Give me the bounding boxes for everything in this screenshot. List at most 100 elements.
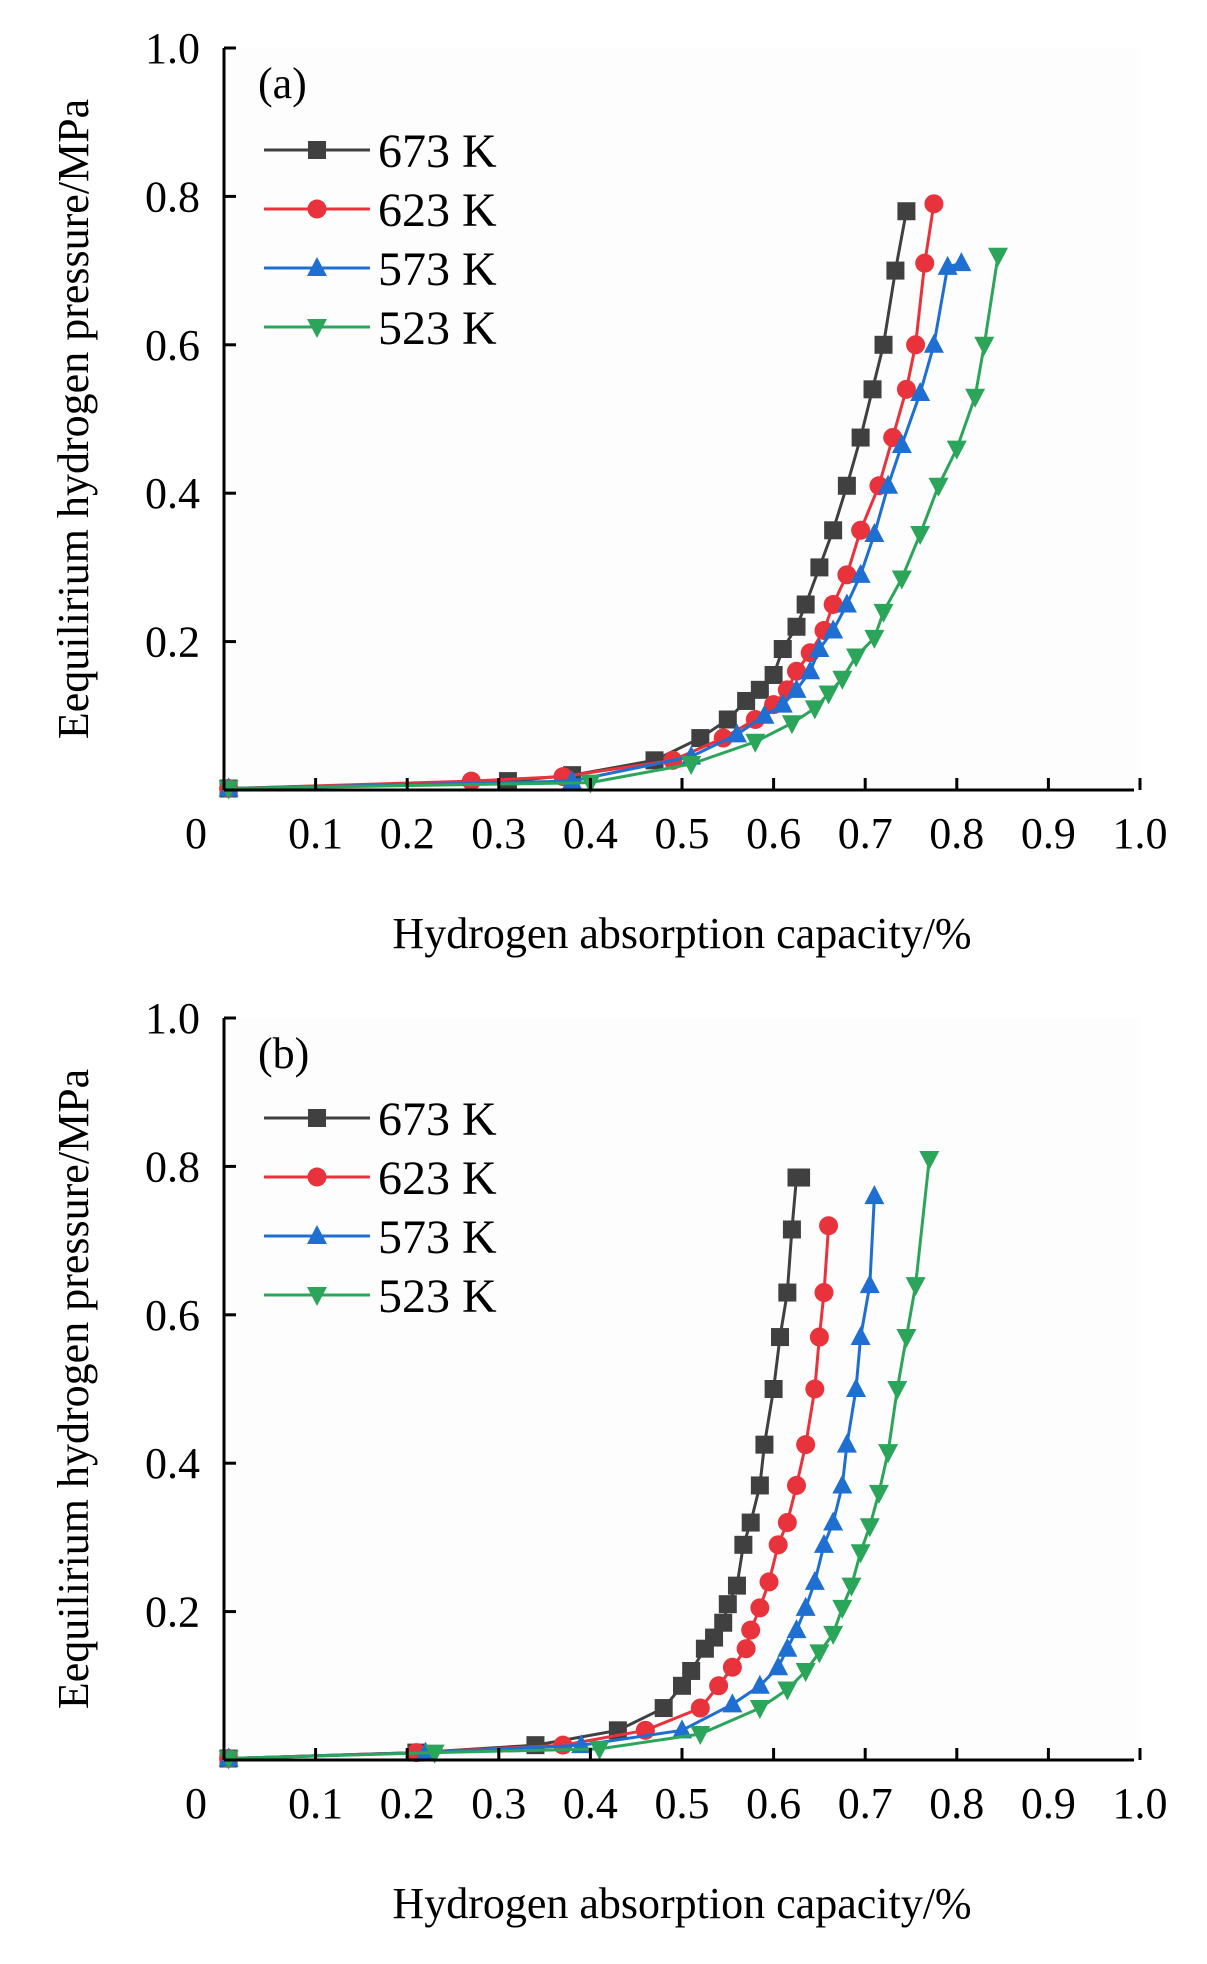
data-point xyxy=(878,474,899,494)
data-point xyxy=(750,1598,770,1618)
data-point xyxy=(764,1380,783,1398)
legend: 673 K 623 K 573 K 523 K xyxy=(264,125,497,355)
data-point xyxy=(824,521,843,540)
data-point xyxy=(750,680,769,699)
data-point xyxy=(787,1475,806,1495)
data-point xyxy=(673,1676,691,1695)
data-point xyxy=(749,1700,770,1720)
data-point xyxy=(813,1533,834,1553)
legend-marker xyxy=(307,1167,327,1187)
data-point xyxy=(777,1637,798,1657)
legend-marker xyxy=(307,1225,327,1244)
data-point xyxy=(718,1595,737,1614)
data-point xyxy=(809,1644,830,1664)
x-tick-label: 0.7 xyxy=(838,809,893,858)
x-tick-label: 0.6 xyxy=(746,809,801,858)
data-point xyxy=(946,440,967,460)
legend-marker xyxy=(307,199,327,219)
data-point xyxy=(690,1726,711,1746)
data-point xyxy=(690,1698,710,1718)
data-point xyxy=(923,333,944,353)
data-point xyxy=(672,1719,692,1739)
x-tick-label: 0.2 xyxy=(380,809,435,858)
data-point xyxy=(965,388,986,408)
data-point xyxy=(814,1283,834,1303)
data-point xyxy=(741,1620,761,1640)
data-point xyxy=(778,1283,797,1302)
data-point xyxy=(850,1326,871,1346)
data-point xyxy=(810,558,829,577)
series-layer xyxy=(218,194,1009,800)
data-point xyxy=(864,523,885,543)
data-point xyxy=(809,1327,829,1347)
data-point xyxy=(768,1656,789,1676)
data-point xyxy=(905,1277,926,1297)
plot-area xyxy=(224,48,1140,790)
y-tick-label: 1.0 xyxy=(145,994,200,1043)
data-point xyxy=(805,1379,825,1399)
data-point xyxy=(974,336,995,356)
data-point xyxy=(764,665,783,684)
data-point xyxy=(722,1657,742,1677)
y-tick-label: 0.2 xyxy=(145,618,200,667)
data-point xyxy=(705,1628,724,1647)
x-tick-label: 0.2 xyxy=(380,1779,435,1828)
x-tick-label: 0.4 xyxy=(563,809,618,858)
data-point xyxy=(589,1740,610,1760)
data-point xyxy=(773,640,792,659)
data-point xyxy=(910,526,931,546)
legend-label: 573 K xyxy=(378,1211,497,1264)
data-point xyxy=(823,595,843,614)
ticks-layer: 0 0.1 0.2 0.3 0.4 0.5 0.6 0.7 0.8 0.9 1.0 0.2 0.4 0.6… xyxy=(145,24,1168,858)
data-point xyxy=(837,476,856,495)
data-point xyxy=(750,1476,769,1495)
data-point xyxy=(891,433,912,453)
data-point xyxy=(832,1599,853,1619)
data-point xyxy=(896,379,916,399)
x-tick-label: 1.0 xyxy=(1113,809,1168,858)
legend-label: 673 K xyxy=(378,125,497,178)
data-point xyxy=(777,1681,798,1701)
data-point xyxy=(864,629,885,649)
y-axis-title: Eequilirium hydrogen pressure/MPa xyxy=(49,99,98,739)
data-point xyxy=(864,1185,885,1205)
data-point xyxy=(772,693,793,713)
data-point xyxy=(787,617,806,636)
data-point xyxy=(846,648,867,668)
data-point xyxy=(819,1216,839,1236)
panel-b: 0 0.1 0.2 0.3 0.4 0.5 0.6 0.7 0.8 0.9 1.0 0.2 0.4 0.6… xyxy=(49,994,1168,1928)
data-point xyxy=(873,603,894,623)
y-tick-label: 0.2 xyxy=(145,1588,200,1637)
y-tick-label: 1.0 xyxy=(145,24,200,73)
data-point xyxy=(906,335,926,355)
data-point xyxy=(786,1619,807,1639)
data-point xyxy=(691,729,710,748)
data-point xyxy=(796,595,815,614)
data-point xyxy=(850,1544,871,1564)
data-point xyxy=(886,261,905,280)
x-tick-label: 0 xyxy=(185,1779,207,1828)
x-tick-label: 0.3 xyxy=(471,809,526,858)
data-point xyxy=(818,685,839,705)
data-point xyxy=(682,1661,701,1680)
data-point xyxy=(910,382,931,402)
data-point xyxy=(874,335,893,354)
series-line xyxy=(228,1176,802,1760)
y-tick-label: 0.8 xyxy=(145,1142,200,1191)
data-point xyxy=(887,1381,908,1400)
series-layer xyxy=(218,1150,940,1770)
x-tick-label: 0.4 xyxy=(563,1779,618,1828)
x-tick-label: 0.7 xyxy=(838,1779,893,1828)
data-point xyxy=(891,570,912,590)
data-point xyxy=(737,691,756,710)
data-point xyxy=(859,1518,880,1538)
data-point xyxy=(736,1639,756,1659)
data-point xyxy=(850,563,871,583)
data-point xyxy=(919,1150,940,1170)
data-point xyxy=(759,1572,779,1592)
data-point xyxy=(823,1511,844,1531)
series-line xyxy=(228,255,1000,790)
data-point xyxy=(755,1435,774,1454)
